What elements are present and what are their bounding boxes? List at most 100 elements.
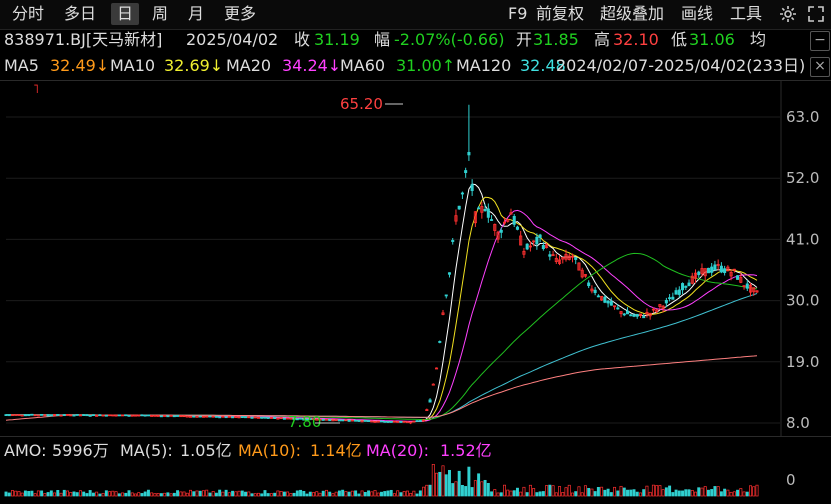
candle-body [85,414,89,417]
candle-body [172,415,176,418]
volume-bar [399,492,403,497]
f9-button[interactable]: F9 [508,4,528,23]
volume-bar [558,486,562,497]
volume-bar [111,490,115,497]
open-value: 31.85 [533,30,579,49]
candle-body [23,414,27,417]
vol-ma10-label: MA(10): [238,441,301,460]
volume-bar [396,490,400,497]
volume-bar [661,489,665,497]
volume-bar [295,490,299,497]
volume-bar [622,487,626,497]
volume-bar [580,492,584,497]
volume-bar [519,491,523,497]
volume-bar [98,493,102,497]
draw-line-button[interactable]: 画线 [681,4,714,23]
volume-bar [321,490,325,497]
tab-multi-day[interactable]: 多日 [63,4,96,23]
volume-bar [211,491,215,497]
volume-bar [7,492,11,497]
price-chart[interactable]: ˥ 65.20 7.80 63.0 52.0 41.0 30.0 19.0 8.0 [0,80,831,436]
candle-body [748,284,753,293]
volume-chart[interactable]: 0 [0,462,831,504]
volume-bar [522,486,526,497]
volume-bar [596,487,600,497]
candle-body [638,313,642,316]
candle-body [321,419,325,421]
ma120-label: MA120 [456,56,512,75]
tab-more[interactable]: 更多 [223,4,256,23]
overlay-button[interactable]: 超级叠加 [600,4,665,23]
candle-body [20,414,24,417]
volume-bar [247,491,251,497]
candle-body [56,414,60,416]
candle-body [613,305,617,308]
candle-body [260,416,264,419]
volume-bar [263,490,267,497]
volume-bars [4,463,759,497]
candle-body [396,421,400,423]
tab-weekly[interactable]: 周 [151,4,168,23]
tab-monthly[interactable]: 月 [187,4,204,23]
volume-bar [415,493,419,497]
collapse-icon[interactable]: − [810,31,830,51]
candle-body [710,266,714,273]
tab-daily[interactable]: 日 [111,3,139,25]
candle-body [159,415,163,418]
volume-bar [201,490,205,497]
volume-bar [257,492,260,497]
volume-bar [638,492,642,497]
ma5-value: 32.49↓ [50,56,110,75]
candle-body [583,274,587,277]
volume-bar [719,491,723,497]
volume-bar [176,490,180,497]
volume-bar [613,486,617,497]
volume-bar [72,491,76,497]
candle-body [739,277,743,283]
volume-bar [651,484,655,497]
volume-bar [56,490,60,497]
candle-body [17,414,21,416]
candle-body [318,418,322,421]
expand-icon[interactable] [806,4,826,24]
volume-bar [412,490,416,497]
vol-ma20-label: MA(20): [366,441,429,460]
volume-bar [121,492,125,497]
tab-intraday[interactable]: 分时 [11,4,44,23]
candle-body [509,212,513,215]
candle-body [422,419,426,422]
volume-bar [742,491,746,497]
volume-bar [486,483,490,497]
candle-body [205,415,209,418]
ma10-value: 32.69↓ [164,56,224,75]
candle-body [596,295,600,298]
ma10-line [6,196,758,423]
forward-adjust-button[interactable]: 前复权 [536,4,585,23]
volume-bar [27,491,31,497]
candle-body [269,417,273,419]
candle-body [98,414,102,417]
volume-bar [677,490,681,497]
candle-body [75,414,79,416]
candle-body [305,418,309,421]
volume-bar [163,492,167,497]
tools-button[interactable]: 工具 [730,4,763,23]
volume-bar [367,490,371,497]
volume-bar [710,489,714,497]
candle-body [460,192,464,195]
low-label: 低 [671,30,688,49]
volume-bar [370,491,374,497]
y-tick-label: 19.0 [786,353,819,371]
ma60-line [6,252,758,420]
volume-bar [428,484,432,497]
amo-label: AMO: [4,441,47,460]
candle-body [208,415,212,418]
close-panel-icon[interactable]: × [810,57,830,77]
volume-bar [509,490,513,497]
volume-bar [17,491,21,497]
candle-body [324,418,328,421]
gear-icon[interactable] [778,4,798,24]
volume-bar [684,489,688,497]
volume-bar [192,491,196,497]
candle-body [256,416,261,419]
